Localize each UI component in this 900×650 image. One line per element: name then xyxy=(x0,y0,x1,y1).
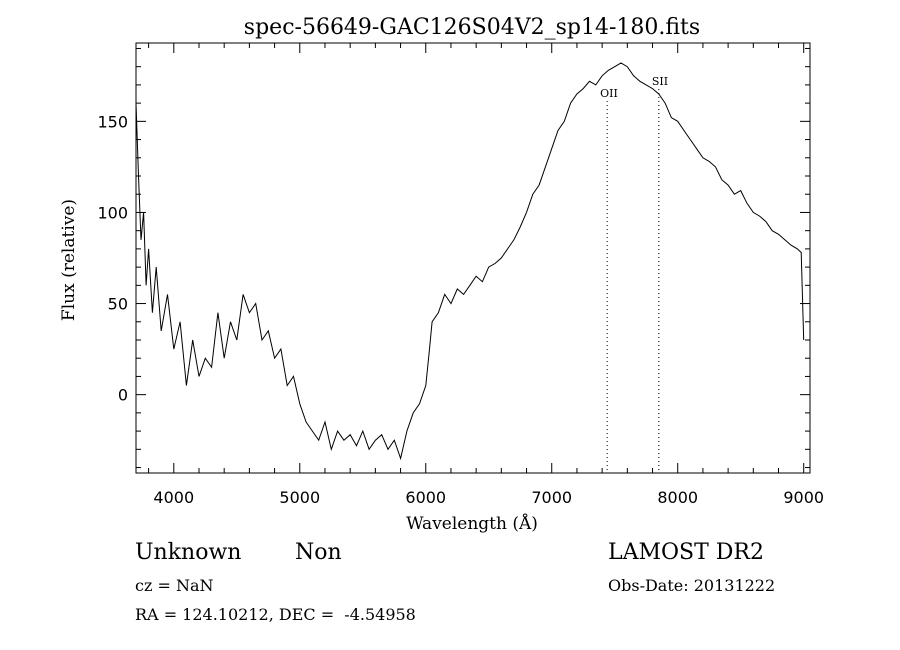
x-tick-label: 5000 xyxy=(279,488,320,507)
ra-dec-label: RA = 124.10212, DEC = -4.54958 xyxy=(135,605,416,624)
subclass-label: Non xyxy=(295,540,342,565)
annotations: OII SII xyxy=(600,75,668,473)
x-tick-label: 9000 xyxy=(783,488,824,507)
obs-date-label: Obs-Date: 20131222 xyxy=(608,576,776,595)
x-tick-label: 8000 xyxy=(657,488,698,507)
annotation-label: OII xyxy=(600,87,618,100)
annotation-label: SII xyxy=(652,75,668,88)
y-tick-label: 0 xyxy=(118,386,128,405)
x-tick-label: 7000 xyxy=(531,488,572,507)
plot-frame xyxy=(135,42,811,474)
y-tick-label: 50 xyxy=(108,295,128,314)
x-tick-label: 4000 xyxy=(153,488,194,507)
redshift-label: cz = NaN xyxy=(135,576,214,595)
spectrum-chart: spec-56649-GAC126S04V2_sp14-180.fits 400… xyxy=(59,15,824,534)
axis-ticks: 4000 5000 6000 7000 8000 9000 0 50 100 150 xyxy=(97,43,824,507)
x-tick-label: 6000 xyxy=(405,488,446,507)
y-axis-label: Flux (relative) xyxy=(59,199,79,321)
y-tick-label: 150 xyxy=(97,112,128,131)
chart-title: spec-56649-GAC126S04V2_sp14-180.fits xyxy=(244,15,700,40)
series-line xyxy=(136,62,805,461)
x-axis-label: Wavelength (Å) xyxy=(406,513,538,534)
class-label: Unknown xyxy=(135,540,242,565)
survey-label: LAMOST DR2 xyxy=(608,540,764,565)
y-tick-label: 100 xyxy=(97,203,128,222)
